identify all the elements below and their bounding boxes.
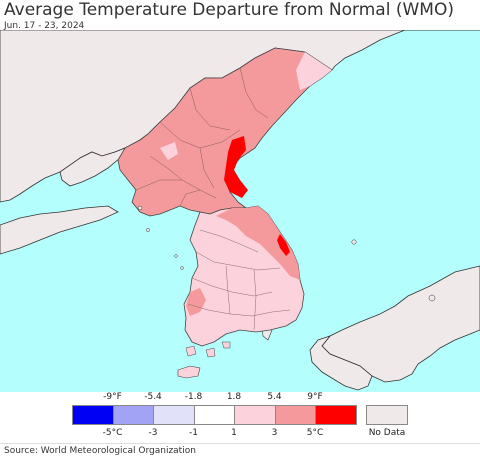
sk-northeast-warm xyxy=(216,206,300,280)
legend-c-label-1: -3 xyxy=(148,428,158,438)
legend-swatch-4 xyxy=(234,405,276,425)
legend-c-label-5: 5°C xyxy=(306,428,324,438)
legend-f-label-5: 9°F xyxy=(307,392,323,402)
legend-c-label-2: -1 xyxy=(189,428,198,438)
jeju-island xyxy=(177,365,201,379)
date-range: Jun. 17 - 23, 2024 xyxy=(4,21,85,31)
legend-swatch-1 xyxy=(112,405,154,425)
sk-southwest-warm xyxy=(186,288,206,316)
source-credit: Source: World Meteorological Organizatio… xyxy=(4,446,196,456)
shandong-peninsula xyxy=(0,205,119,255)
legend-f-label-2: -1.8 xyxy=(184,392,203,402)
legend-swatch-2 xyxy=(153,405,195,425)
temperature-map xyxy=(0,30,480,392)
legend-swatch-0 xyxy=(72,405,114,425)
legend-swatch-5 xyxy=(274,405,316,425)
oki-island xyxy=(428,294,436,302)
source-divider xyxy=(0,443,480,444)
legend-nodata-label: No Data xyxy=(368,428,406,438)
legend-swatch-6 xyxy=(315,405,357,425)
legend-c-label-3: 1 xyxy=(231,428,237,438)
legend-c-label-0: -5°C xyxy=(102,428,123,438)
legend-swatch-3 xyxy=(193,405,235,425)
sk-province-borders xyxy=(187,229,291,331)
hotspot-wonsan xyxy=(224,136,248,198)
yellow-sea-islands xyxy=(137,205,184,270)
legend-f-label-4: 5.4 xyxy=(267,392,282,402)
legend-c-label-4: 3 xyxy=(271,428,278,438)
hotspot-east-coast xyxy=(277,234,290,256)
kyushu xyxy=(309,335,373,391)
legend-f-label-3: 1.8 xyxy=(226,392,242,402)
legend-nodata-swatch xyxy=(366,405,408,425)
sk-south-islands xyxy=(185,341,231,358)
ulleung-island xyxy=(351,239,357,245)
legend-f-label-0: -9°F xyxy=(103,392,122,402)
legend: -9°F -5.4 -1.8 1.8 5.4 9°F -5°C -3 -1 1 3 5°C No D… xyxy=(0,392,480,442)
map-title: Average Temperature Departure from Norma… xyxy=(4,0,454,20)
legend-f-label-1: -5.4 xyxy=(144,392,162,402)
nk-province-borders xyxy=(135,67,269,207)
nk-west-light xyxy=(160,142,178,160)
nk-northeast-light xyxy=(296,52,332,90)
